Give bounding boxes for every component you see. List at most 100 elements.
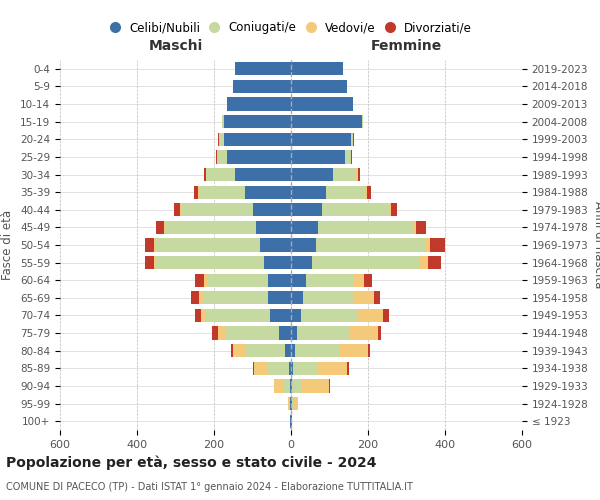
Bar xyxy=(253,203,291,216)
Bar xyxy=(222,115,224,128)
Bar xyxy=(291,203,322,216)
Bar xyxy=(364,274,372,287)
Bar xyxy=(302,291,353,304)
Bar xyxy=(289,362,291,375)
Bar xyxy=(218,132,219,146)
Bar xyxy=(291,309,301,322)
Bar xyxy=(270,309,291,322)
Bar xyxy=(350,132,353,146)
Bar xyxy=(293,397,298,410)
Y-axis label: Fasce di età: Fasce di età xyxy=(1,210,14,280)
Bar xyxy=(302,380,329,392)
Bar xyxy=(414,221,416,234)
Bar xyxy=(362,115,363,128)
Bar xyxy=(154,238,156,252)
Bar xyxy=(274,380,284,392)
Bar xyxy=(297,326,349,340)
Bar xyxy=(291,132,350,146)
Bar xyxy=(316,238,426,252)
Bar xyxy=(318,362,347,375)
Text: Maschi: Maschi xyxy=(148,39,203,53)
Bar xyxy=(206,309,270,322)
Bar xyxy=(253,362,254,375)
Bar xyxy=(227,98,291,110)
Bar xyxy=(180,203,181,216)
Y-axis label: Anni di nascita: Anni di nascita xyxy=(592,202,600,288)
Bar xyxy=(292,397,293,410)
Bar xyxy=(203,168,206,181)
Bar xyxy=(220,132,224,146)
Bar xyxy=(420,256,428,269)
Bar xyxy=(208,274,268,287)
Bar xyxy=(224,132,291,146)
Bar xyxy=(290,414,291,428)
Bar xyxy=(235,168,291,181)
Bar xyxy=(287,397,289,410)
Bar xyxy=(291,221,318,234)
Bar xyxy=(291,80,347,93)
Bar xyxy=(154,256,156,269)
Bar xyxy=(293,362,318,375)
Bar xyxy=(349,326,377,340)
Bar xyxy=(291,168,334,181)
Bar xyxy=(195,309,200,322)
Bar xyxy=(145,256,154,269)
Bar xyxy=(295,344,339,358)
Bar xyxy=(291,274,307,287)
Bar xyxy=(280,326,291,340)
Bar xyxy=(374,291,380,304)
Bar xyxy=(326,186,366,198)
Bar xyxy=(264,256,291,269)
Text: Femmine: Femmine xyxy=(371,39,442,53)
Bar xyxy=(291,380,292,392)
Bar xyxy=(368,344,370,358)
Bar xyxy=(289,397,290,410)
Bar xyxy=(358,309,383,322)
Bar xyxy=(199,186,245,198)
Bar xyxy=(245,186,291,198)
Bar xyxy=(353,132,354,146)
Bar xyxy=(175,203,180,216)
Bar xyxy=(226,326,280,340)
Bar xyxy=(307,274,353,287)
Bar xyxy=(301,309,358,322)
Bar xyxy=(291,326,297,340)
Bar xyxy=(205,274,208,287)
Bar xyxy=(200,309,206,322)
Bar xyxy=(334,168,356,181)
Bar xyxy=(166,221,256,234)
Bar xyxy=(191,291,199,304)
Bar xyxy=(245,344,285,358)
Bar xyxy=(260,238,291,252)
Bar xyxy=(292,380,302,392)
Bar xyxy=(145,238,154,252)
Bar xyxy=(268,274,291,287)
Bar xyxy=(194,186,198,198)
Bar xyxy=(254,362,268,375)
Bar xyxy=(347,362,349,375)
Bar xyxy=(428,256,441,269)
Bar xyxy=(353,274,364,287)
Bar xyxy=(268,362,289,375)
Bar xyxy=(339,344,368,358)
Bar xyxy=(291,291,302,304)
Bar xyxy=(291,62,343,76)
Bar xyxy=(430,238,445,252)
Bar xyxy=(218,326,226,340)
Bar xyxy=(383,309,389,322)
Bar xyxy=(233,80,291,93)
Bar xyxy=(391,203,397,216)
Bar xyxy=(224,115,291,128)
Bar xyxy=(291,344,295,358)
Bar xyxy=(156,256,264,269)
Bar xyxy=(217,150,218,164)
Bar xyxy=(291,397,292,410)
Bar xyxy=(218,150,227,164)
Bar xyxy=(268,291,291,304)
Bar xyxy=(256,221,291,234)
Bar xyxy=(198,186,199,198)
Bar xyxy=(291,98,353,110)
Bar xyxy=(358,168,359,181)
Bar xyxy=(366,186,367,198)
Bar xyxy=(345,150,350,164)
